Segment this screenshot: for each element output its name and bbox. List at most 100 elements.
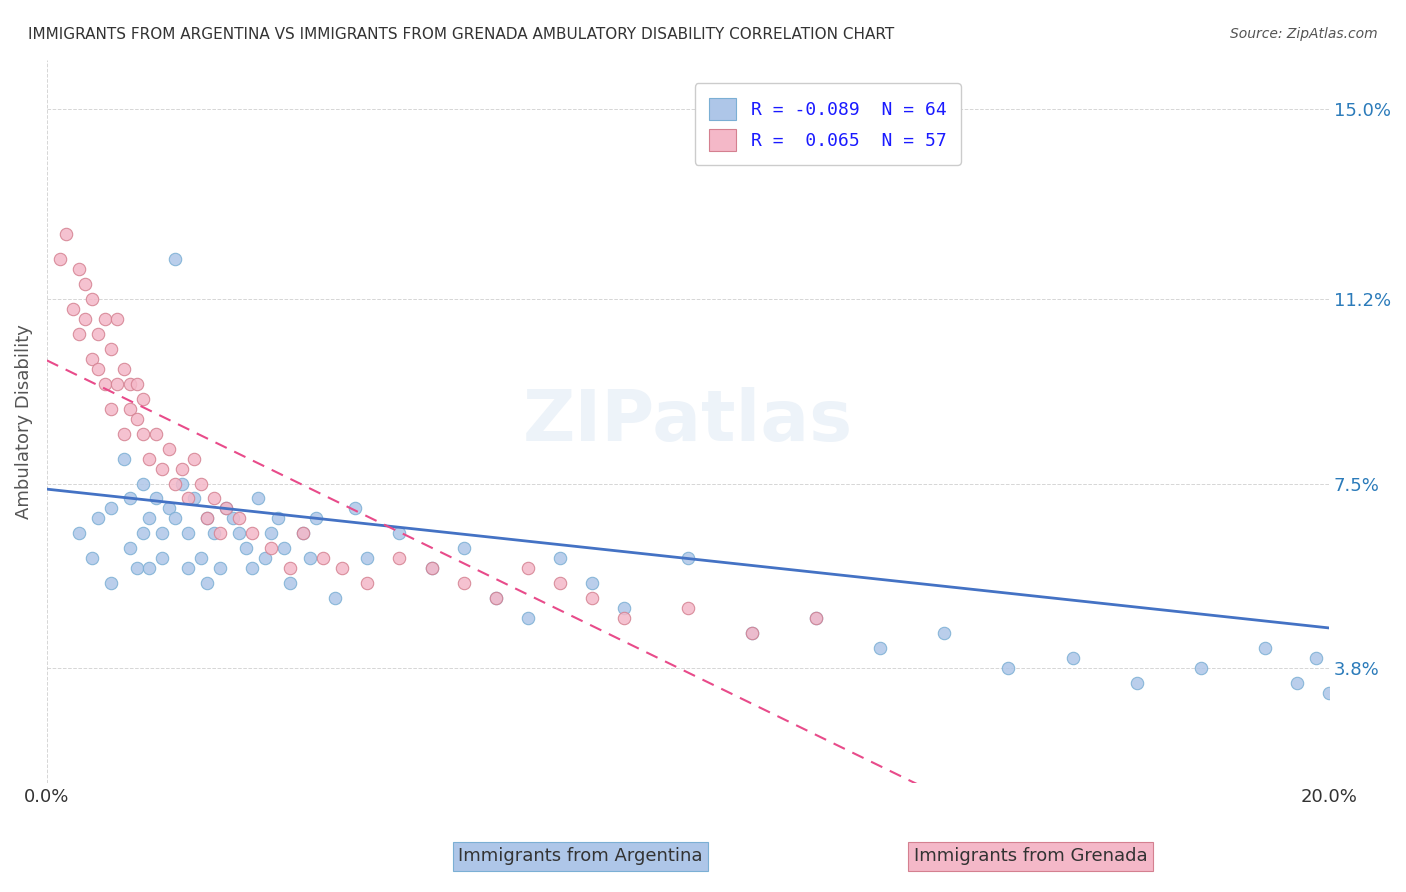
- Point: [1305, 651, 1327, 665]
- Point: [420, 561, 443, 575]
- Point: [613, 601, 636, 615]
- Point: [228, 526, 250, 541]
- Point: [240, 561, 263, 575]
- Point: [107, 312, 129, 326]
- Point: [67, 262, 90, 277]
- Point: [157, 501, 180, 516]
- Point: [1317, 686, 1340, 700]
- Point: [112, 426, 135, 441]
- Point: [420, 561, 443, 575]
- Point: [804, 611, 827, 625]
- Point: [150, 461, 173, 475]
- Point: [1125, 676, 1147, 690]
- Text: Immigrants from Grenada: Immigrants from Grenada: [914, 847, 1147, 865]
- Legend: R = -0.089  N = 64, R =  0.065  N = 57: R = -0.089 N = 64, R = 0.065 N = 57: [695, 83, 960, 165]
- Point: [1254, 641, 1277, 656]
- Point: [93, 312, 115, 326]
- Point: [125, 376, 148, 391]
- Point: [75, 312, 97, 326]
- Point: [741, 626, 763, 640]
- Point: [67, 326, 90, 341]
- Point: [75, 277, 97, 291]
- Point: [260, 541, 283, 556]
- Point: [100, 576, 122, 591]
- Point: [100, 501, 122, 516]
- Point: [215, 501, 238, 516]
- Point: [202, 491, 225, 506]
- Point: [516, 561, 538, 575]
- Point: [80, 351, 103, 366]
- Point: [150, 526, 173, 541]
- Point: [157, 442, 180, 456]
- Point: [516, 611, 538, 625]
- Point: [330, 561, 353, 575]
- Point: [453, 576, 475, 591]
- Point: [183, 491, 205, 506]
- Point: [1285, 676, 1308, 690]
- Point: [934, 626, 956, 640]
- Point: [62, 301, 84, 316]
- Point: [195, 511, 218, 525]
- Point: [165, 252, 187, 266]
- Point: [55, 227, 77, 242]
- Point: [869, 641, 891, 656]
- Point: [107, 376, 129, 391]
- Point: [343, 501, 366, 516]
- Point: [305, 511, 328, 525]
- Point: [177, 561, 200, 575]
- Point: [120, 401, 142, 416]
- Point: [741, 626, 763, 640]
- Point: [325, 591, 347, 606]
- Point: [67, 526, 90, 541]
- Point: [222, 511, 245, 525]
- Point: [170, 461, 193, 475]
- Point: [132, 426, 155, 441]
- Point: [112, 361, 135, 376]
- Point: [150, 551, 173, 566]
- Point: [280, 561, 302, 575]
- Point: [87, 511, 110, 525]
- Point: [298, 551, 321, 566]
- Point: [170, 476, 193, 491]
- Point: [311, 551, 333, 566]
- Point: [125, 411, 148, 425]
- Point: [804, 611, 827, 625]
- Point: [132, 392, 155, 406]
- Point: [280, 576, 302, 591]
- Text: Source: ZipAtlas.com: Source: ZipAtlas.com: [1230, 27, 1378, 41]
- Point: [581, 591, 603, 606]
- Point: [292, 526, 315, 541]
- Point: [388, 526, 411, 541]
- Point: [138, 561, 160, 575]
- Point: [165, 476, 187, 491]
- Point: [253, 551, 276, 566]
- Point: [266, 511, 288, 525]
- Point: [195, 576, 218, 591]
- Point: [388, 551, 411, 566]
- Point: [676, 551, 699, 566]
- Point: [228, 511, 250, 525]
- Point: [112, 451, 135, 466]
- Point: [247, 491, 270, 506]
- Point: [120, 376, 142, 391]
- Point: [548, 551, 571, 566]
- Point: [997, 661, 1019, 675]
- Text: IMMIGRANTS FROM ARGENTINA VS IMMIGRANTS FROM GRENADA AMBULATORY DISABILITY CORRE: IMMIGRANTS FROM ARGENTINA VS IMMIGRANTS …: [28, 27, 894, 42]
- Point: [100, 401, 122, 416]
- Point: [453, 541, 475, 556]
- Point: [190, 551, 212, 566]
- Point: [1189, 661, 1212, 675]
- Point: [177, 526, 200, 541]
- Point: [100, 342, 122, 356]
- Point: [125, 561, 148, 575]
- Point: [292, 526, 315, 541]
- Point: [138, 451, 160, 466]
- Point: [48, 252, 70, 266]
- Point: [548, 576, 571, 591]
- Point: [120, 541, 142, 556]
- Y-axis label: Ambulatory Disability: Ambulatory Disability: [15, 324, 32, 518]
- Point: [183, 451, 205, 466]
- Point: [273, 541, 295, 556]
- Point: [356, 576, 378, 591]
- Point: [202, 526, 225, 541]
